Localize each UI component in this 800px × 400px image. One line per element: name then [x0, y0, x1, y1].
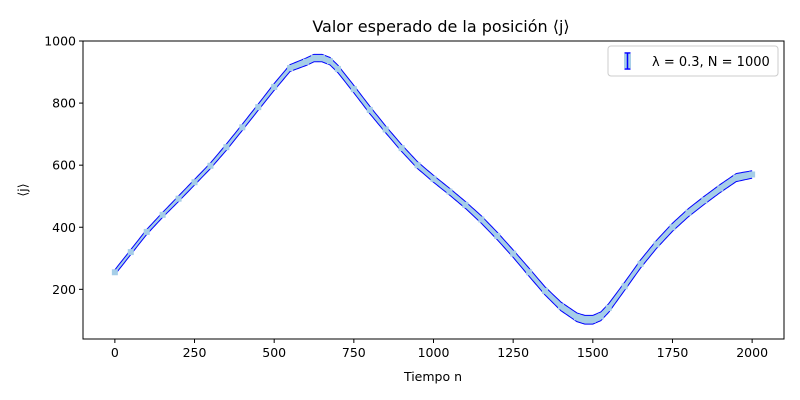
data-point — [589, 316, 596, 323]
plot-area — [111, 53, 756, 325]
y-tick-label: 400 — [52, 220, 76, 235]
data-point — [573, 314, 580, 321]
series-lower-error-line — [114, 61, 753, 325]
data-point — [478, 216, 485, 223]
x-axis: 0 250 500 750 1000 1250 1500 1750 2000 — [111, 339, 768, 360]
data-point — [271, 83, 278, 90]
x-tick-label: 1500 — [577, 345, 609, 360]
data-point — [581, 316, 588, 323]
data-point — [430, 175, 437, 182]
y-axis: 200 400 600 800 1000 — [44, 34, 83, 297]
data-point — [597, 313, 604, 320]
data-point — [701, 197, 708, 204]
data-point — [414, 162, 421, 169]
data-point — [159, 211, 166, 218]
x-tick-label: 1750 — [657, 345, 689, 360]
x-axis-label: Tiempo n — [403, 369, 462, 384]
data-point — [127, 249, 134, 256]
data-point — [318, 55, 325, 62]
y-axis-label: ⟨j⟩ — [15, 183, 30, 196]
series-upper-error-line — [114, 53, 753, 316]
data-point — [111, 269, 118, 276]
legend-entry-label: λ = 0.3, N = 1000 — [652, 55, 770, 70]
data-point — [255, 104, 262, 111]
data-point — [207, 162, 214, 169]
y-tick-label: 200 — [52, 282, 76, 297]
data-point — [510, 250, 517, 257]
data-point — [287, 65, 294, 72]
data-point — [239, 124, 246, 131]
chart-title: Valor esperado de la posición ⟨j⟩ — [312, 17, 569, 36]
data-point — [494, 232, 501, 239]
legend-box — [607, 45, 779, 77]
data-point — [717, 185, 724, 192]
data-point — [350, 86, 357, 93]
y-tick-label: 600 — [52, 158, 76, 173]
series-error-band — [114, 54, 753, 325]
data-point — [462, 201, 469, 208]
series-points — [111, 55, 756, 323]
data-point — [398, 145, 405, 152]
data-point — [175, 195, 182, 202]
x-tick-label: 1250 — [497, 345, 529, 360]
data-point — [669, 224, 676, 231]
data-point — [366, 106, 373, 113]
legend: λ = 0.3, N = 1000 — [607, 45, 779, 77]
data-point — [191, 179, 198, 186]
x-tick-label: 0 — [111, 345, 119, 360]
y-tick-label: 800 — [52, 96, 76, 111]
x-tick-label: 250 — [183, 345, 207, 360]
x-tick-label: 2000 — [736, 345, 768, 360]
data-point — [311, 55, 318, 62]
data-point — [542, 287, 549, 294]
data-point — [557, 303, 564, 310]
series-layer — [111, 53, 756, 325]
y-tick-label: 1000 — [44, 34, 76, 49]
x-tick-label: 1000 — [418, 345, 450, 360]
data-point — [303, 58, 310, 65]
data-point — [637, 260, 644, 267]
data-point — [382, 126, 389, 133]
data-point — [326, 58, 333, 65]
data-point — [446, 188, 453, 195]
data-point — [223, 144, 230, 151]
data-point — [334, 65, 341, 72]
data-point — [143, 228, 150, 235]
x-tick-label: 750 — [342, 345, 366, 360]
data-point — [621, 283, 628, 290]
data-point — [605, 304, 612, 311]
x-tick-label: 500 — [262, 345, 286, 360]
legend-errorbar-icon — [624, 52, 631, 70]
data-point — [685, 209, 692, 216]
data-point — [653, 241, 660, 248]
data-point — [749, 171, 756, 178]
data-point — [733, 174, 740, 181]
data-point — [526, 269, 533, 276]
